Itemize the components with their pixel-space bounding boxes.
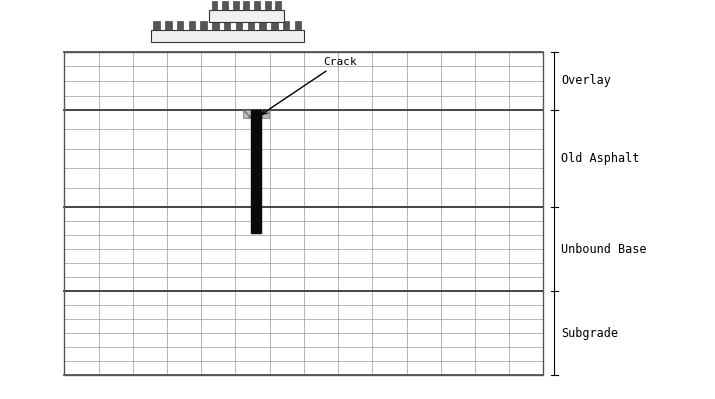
Bar xyxy=(244,1,250,10)
Bar xyxy=(151,30,304,42)
Text: Unbound Base: Unbound Base xyxy=(561,243,647,255)
Bar xyxy=(243,110,269,118)
Bar xyxy=(189,21,195,30)
Bar xyxy=(283,21,290,30)
Bar xyxy=(260,21,266,30)
Bar xyxy=(236,21,242,30)
Bar xyxy=(254,1,260,10)
Bar xyxy=(200,21,207,30)
Bar xyxy=(251,110,261,233)
Bar xyxy=(64,52,543,375)
Bar xyxy=(212,1,217,10)
Text: Overlay: Overlay xyxy=(561,75,611,87)
Text: Subgrade: Subgrade xyxy=(561,326,618,340)
Bar xyxy=(212,21,219,30)
Bar xyxy=(153,21,159,30)
Bar xyxy=(265,1,270,10)
Bar xyxy=(222,1,228,10)
Bar xyxy=(271,21,277,30)
Bar xyxy=(165,21,172,30)
Bar xyxy=(209,10,284,22)
Bar xyxy=(233,1,239,10)
Bar xyxy=(295,21,301,30)
Text: Crack: Crack xyxy=(262,57,357,114)
Bar xyxy=(177,21,183,30)
Bar xyxy=(275,1,281,10)
Text: Old Asphalt: Old Asphalt xyxy=(561,152,640,165)
Bar xyxy=(224,21,230,30)
Bar xyxy=(247,21,254,30)
Bar xyxy=(64,52,543,375)
